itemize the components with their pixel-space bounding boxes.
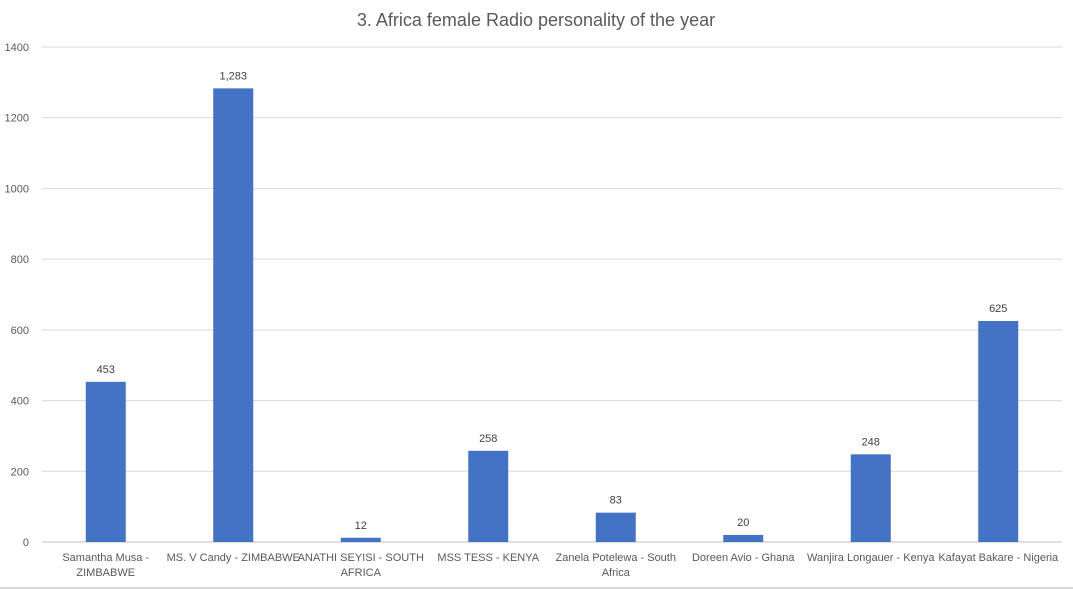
y-tick-label: 600 [11,325,29,337]
x-tick-label: Wanjira Longauer - Kenya [807,552,935,564]
bar [468,450,509,542]
x-tick-label: ZIMBABWE [76,567,135,579]
x-tick-label: Doreen Avio - Ghana [692,552,795,564]
data-label: 12 [355,520,367,532]
bar [340,537,381,542]
bar [213,88,254,542]
x-tick-label: ANATHI SEYISI - SOUTH [298,552,424,564]
data-label: 20 [737,517,749,529]
y-tick-label: 1400 [5,42,29,54]
x-tick-label: MSS TESS - KENYA [437,552,539,564]
data-label: 258 [479,433,497,445]
data-label: 625 [989,303,1007,315]
x-tick-label: Samantha Musa - [62,552,149,564]
bar [850,454,891,542]
y-tick-label: 800 [11,254,29,266]
data-label: 453 [97,364,115,376]
y-tick-label: 0 [23,537,29,549]
y-tick-label: 400 [11,396,29,408]
x-tick-label: Africa [602,567,631,579]
bar [978,321,1019,542]
x-tick-label: AFRICA [341,567,382,579]
x-tick-label: MS. V Candy - ZIMBABWE [167,552,300,564]
chart-title: 3. Africa female Radio personality of th… [357,10,715,30]
y-tick-label: 1000 [5,183,29,195]
bar [595,512,636,542]
bottom-border [0,587,1073,589]
data-label: 248 [862,436,880,448]
x-tick-label: Kafayat Bakare - Nigeria [938,552,1059,564]
data-label: 83 [610,495,622,507]
y-tick-label: 200 [11,466,29,478]
data-label: 1,283 [219,70,247,82]
bar [723,534,764,542]
y-tick-label: 1200 [5,113,29,125]
bar [85,381,126,542]
x-tick-label: Zanela Potelewa - South [556,552,676,564]
